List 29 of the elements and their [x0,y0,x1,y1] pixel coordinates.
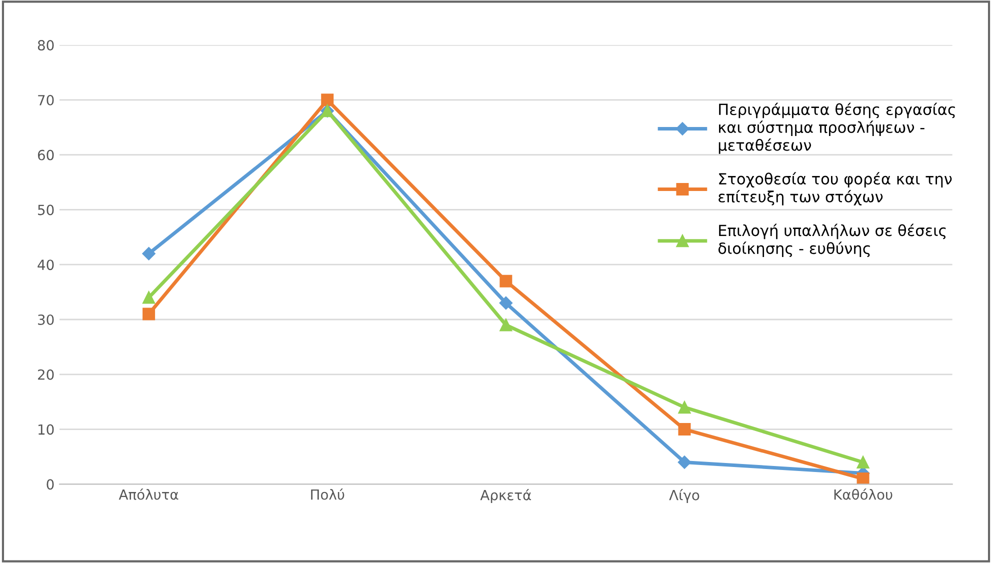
x-tick-label: Λίγο [669,489,700,504]
x-tick-label: Απόλυτα [118,488,178,500]
legend-label: Στοχοθεσία του φορέα και την επίτευξη των στόχων [718,172,952,206]
point [500,274,512,288]
point [856,472,870,484]
y-tick-label: 80 [38,40,54,51]
point [678,401,691,414]
y-tick-label: 40 [38,260,54,270]
y-tick-label: 70 [38,94,54,106]
legend-label: Περιγράμματα θέσης εργασίας και σύστημα προσλήψεων - μεταθέσεων [718,102,955,154]
point [142,308,156,320]
point [321,94,334,106]
y-tick-label: 10 [38,424,54,435]
point [142,291,156,304]
y-tick-label: 20 [38,369,54,380]
x-tick-label: Καθόλου [834,488,892,500]
point [678,456,692,469]
x-tick-label: Αρκετά [480,489,532,504]
x-tick-label: Πολύ [311,488,344,500]
y-tick-label: 0 [46,479,54,490]
legend-label: Επιλογή υπαλλήλων σε θέσεις διοίκησης - ευθύνης [718,224,946,258]
point [499,296,513,310]
point [142,247,156,260]
y-tick-label: 30 [38,314,54,325]
point [678,423,691,436]
y-tick-label: 50 [38,204,54,216]
point [856,456,870,468]
y-tick-label: 60 [38,150,54,160]
point [500,318,512,332]
